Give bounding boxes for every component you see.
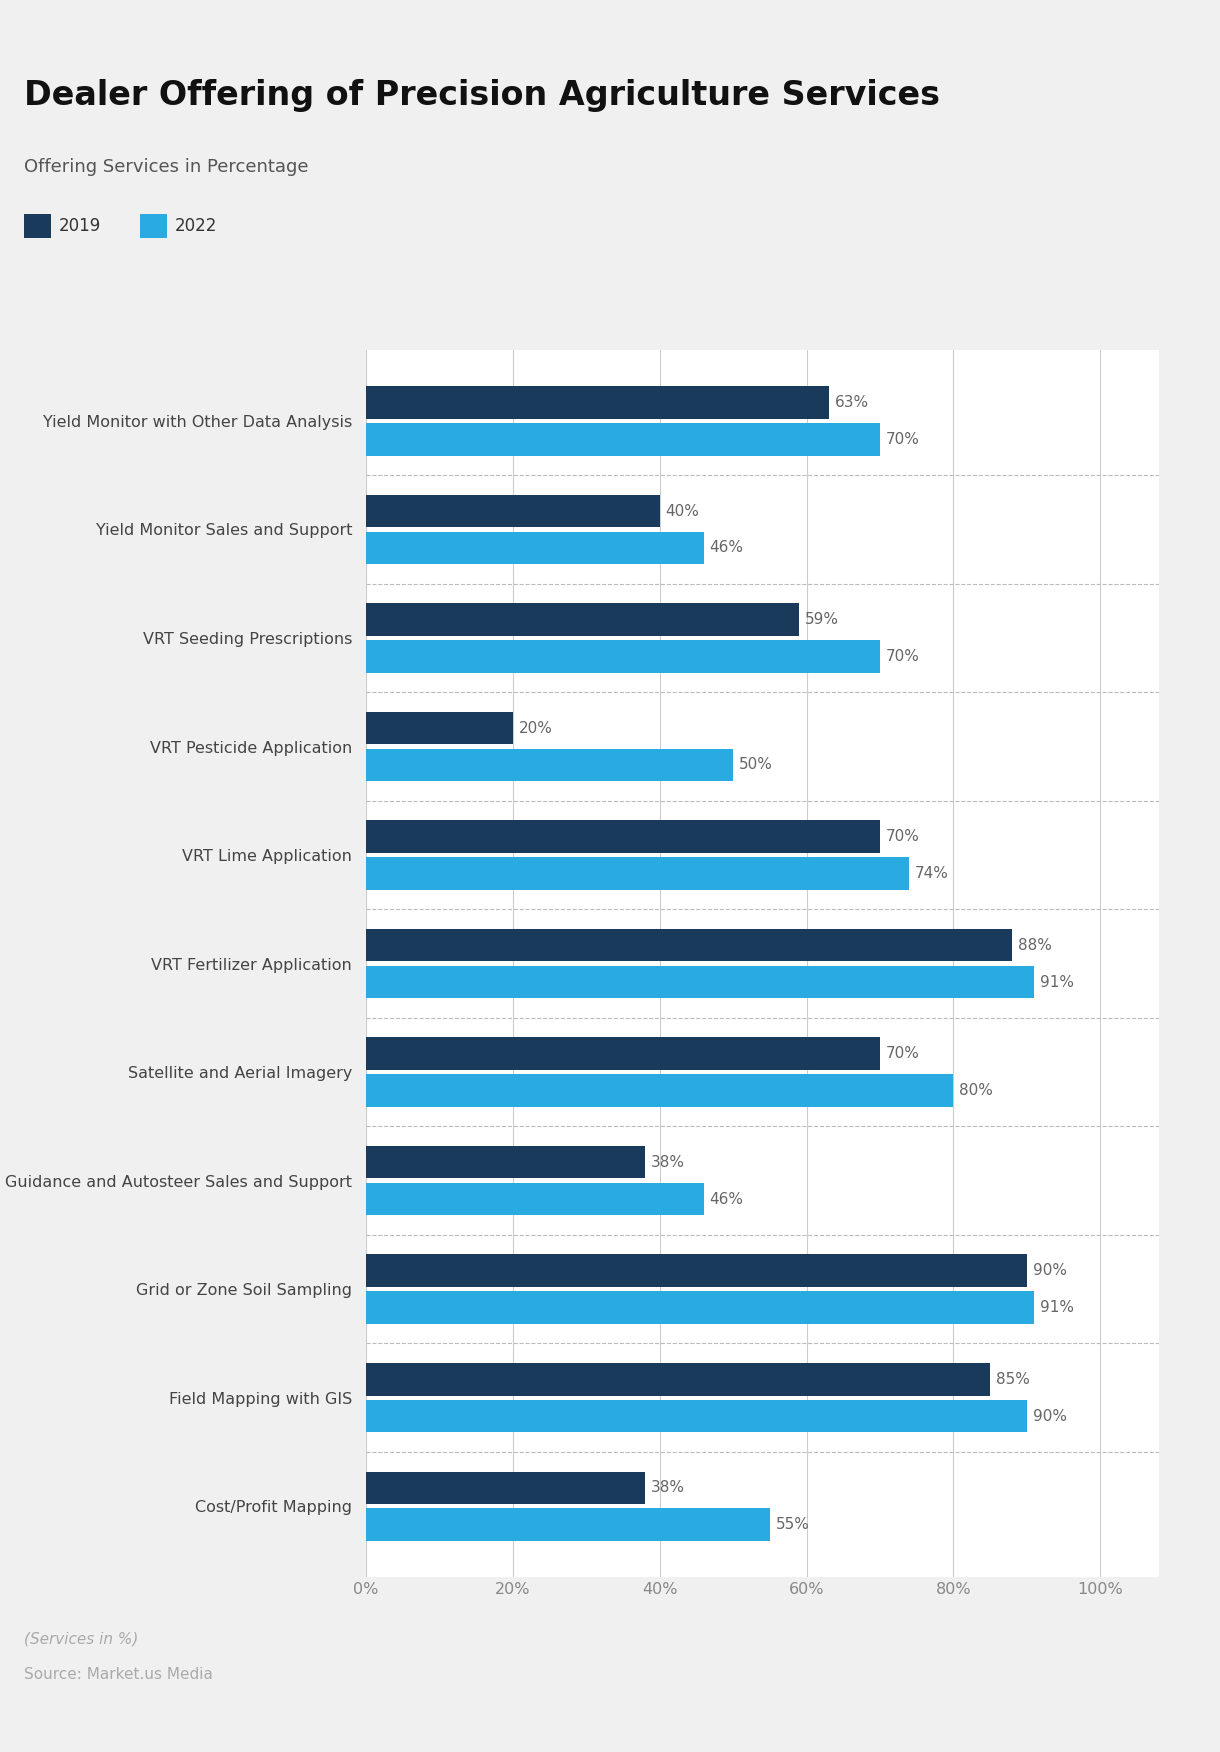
Text: 70%: 70% <box>886 829 920 844</box>
Text: 90%: 90% <box>1032 1409 1066 1424</box>
Bar <box>366 1508 770 1542</box>
Text: 2022: 2022 <box>174 217 217 235</box>
Text: 63%: 63% <box>834 394 869 410</box>
Text: 2019: 2019 <box>59 217 101 235</box>
Text: 20%: 20% <box>518 720 553 736</box>
Bar <box>366 639 880 673</box>
Bar <box>366 1146 645 1179</box>
Text: 40%: 40% <box>666 503 699 519</box>
Bar <box>366 1183 704 1216</box>
Text: 88%: 88% <box>1017 937 1052 953</box>
Text: 46%: 46% <box>710 540 744 555</box>
Text: 80%: 80% <box>959 1083 993 1099</box>
Text: 59%: 59% <box>805 611 839 627</box>
Text: (Services in %): (Services in %) <box>24 1631 139 1647</box>
Bar <box>366 929 1013 962</box>
Bar <box>366 1363 991 1396</box>
Bar <box>366 494 660 527</box>
Bar <box>366 385 828 419</box>
Bar <box>366 965 1035 999</box>
Text: 74%: 74% <box>915 865 949 881</box>
Text: 38%: 38% <box>651 1155 684 1170</box>
Text: Dealer Offering of Precision Agriculture Services: Dealer Offering of Precision Agriculture… <box>24 79 941 112</box>
Bar <box>366 531 704 564</box>
Bar <box>366 711 512 745</box>
Bar <box>366 857 909 890</box>
Text: 38%: 38% <box>651 1480 684 1494</box>
Text: Offering Services in Percentage: Offering Services in Percentage <box>24 158 309 175</box>
Text: 70%: 70% <box>886 1046 920 1062</box>
Bar <box>366 1254 1027 1288</box>
Bar <box>366 1400 1027 1433</box>
Text: 91%: 91% <box>1039 1300 1074 1316</box>
Bar <box>366 1074 953 1107</box>
Text: 85%: 85% <box>996 1372 1030 1388</box>
Bar <box>366 603 799 636</box>
Text: 70%: 70% <box>886 433 920 447</box>
Bar <box>366 1472 645 1503</box>
Text: 90%: 90% <box>1032 1263 1066 1279</box>
Text: 55%: 55% <box>776 1517 810 1533</box>
Text: 91%: 91% <box>1039 974 1074 990</box>
Bar <box>366 1291 1035 1325</box>
Text: Source: Market.us Media: Source: Market.us Media <box>24 1666 214 1682</box>
Text: 70%: 70% <box>886 648 920 664</box>
Bar <box>366 424 880 456</box>
Text: 50%: 50% <box>739 757 773 773</box>
Bar <box>366 820 880 853</box>
Text: 46%: 46% <box>710 1191 744 1207</box>
Bar <box>366 748 733 781</box>
Bar <box>366 1037 880 1070</box>
